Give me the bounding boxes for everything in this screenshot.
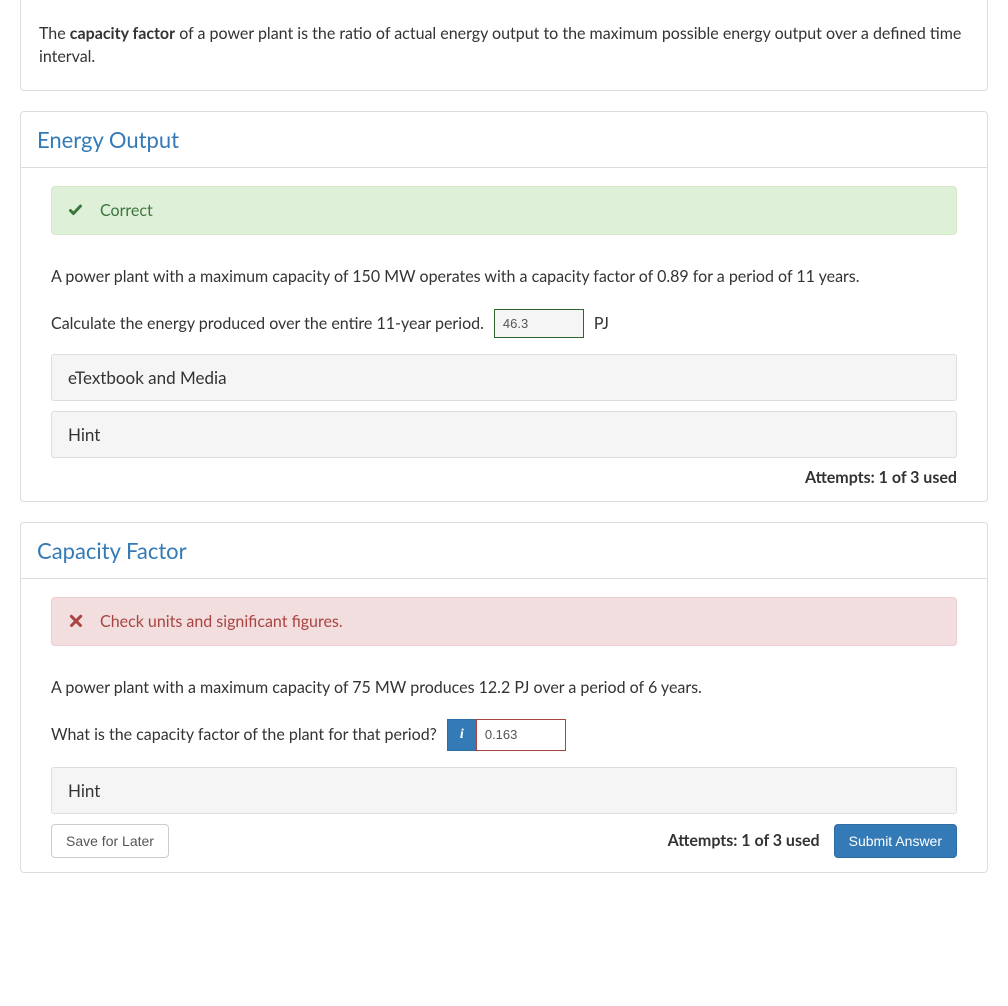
prompt-text: Calculate the energy produced over the e… (51, 314, 484, 333)
question-text: A power plant with a maximum capacity of… (51, 676, 957, 699)
footer-right: Attempts: 1 of 3 used Submit Answer (668, 824, 957, 858)
section-body: Check units and significant figures. A p… (21, 579, 987, 872)
section-body: Correct A power plant with a maximum cap… (21, 168, 987, 500)
section-capacity-factor: Capacity Factor Check units and signific… (20, 522, 988, 873)
status-correct-banner: Correct (51, 186, 957, 235)
submit-answer-button[interactable]: Submit Answer (834, 824, 957, 858)
prompt-line: What is the capacity factor of the plant… (51, 719, 957, 751)
section-header: Energy Output (21, 112, 987, 168)
answer-input[interactable] (494, 309, 584, 338)
intro-prefix: The (39, 24, 70, 43)
prompt-line: Calculate the energy produced over the e… (51, 309, 957, 338)
intro-text: The capacity factor of a power plant is … (39, 18, 969, 72)
section-energy-output: Energy Output Correct A power plant with… (20, 111, 988, 501)
status-error-banner: Check units and significant figures. (51, 597, 957, 646)
section-footer: Save for Later Attempts: 1 of 3 used Sub… (51, 824, 957, 858)
check-icon (68, 203, 84, 219)
section-footer: Attempts: 1 of 3 used (51, 468, 957, 487)
answer-input-group: i (447, 719, 566, 751)
intro-bold-term: capacity factor (70, 24, 175, 43)
intro-panel: The capacity factor of a power plant is … (20, 0, 988, 91)
answer-input[interactable] (476, 719, 566, 751)
status-text: Check units and significant figures. (100, 612, 343, 631)
attempts-label: Attempts: 1 of 3 used (668, 831, 820, 850)
x-icon (68, 613, 84, 629)
section-title: Capacity Factor (37, 537, 971, 564)
intro-suffix: of a power plant is the ratio of actual … (39, 24, 961, 66)
etextbook-accordion[interactable]: eTextbook and Media (51, 354, 957, 401)
hint-accordion[interactable]: Hint (51, 411, 957, 458)
question-text: A power plant with a maximum capacity of… (51, 265, 957, 288)
section-title: Energy Output (37, 126, 971, 153)
save-for-later-button[interactable]: Save for Later (51, 824, 169, 858)
section-header: Capacity Factor (21, 523, 987, 579)
hint-accordion[interactable]: Hint (51, 767, 957, 814)
attempts-label: Attempts: 1 of 3 used (805, 468, 957, 487)
status-text: Correct (100, 201, 153, 220)
unit-label: PJ (594, 314, 609, 333)
prompt-text: What is the capacity factor of the plant… (51, 725, 437, 744)
info-button[interactable]: i (447, 719, 477, 751)
